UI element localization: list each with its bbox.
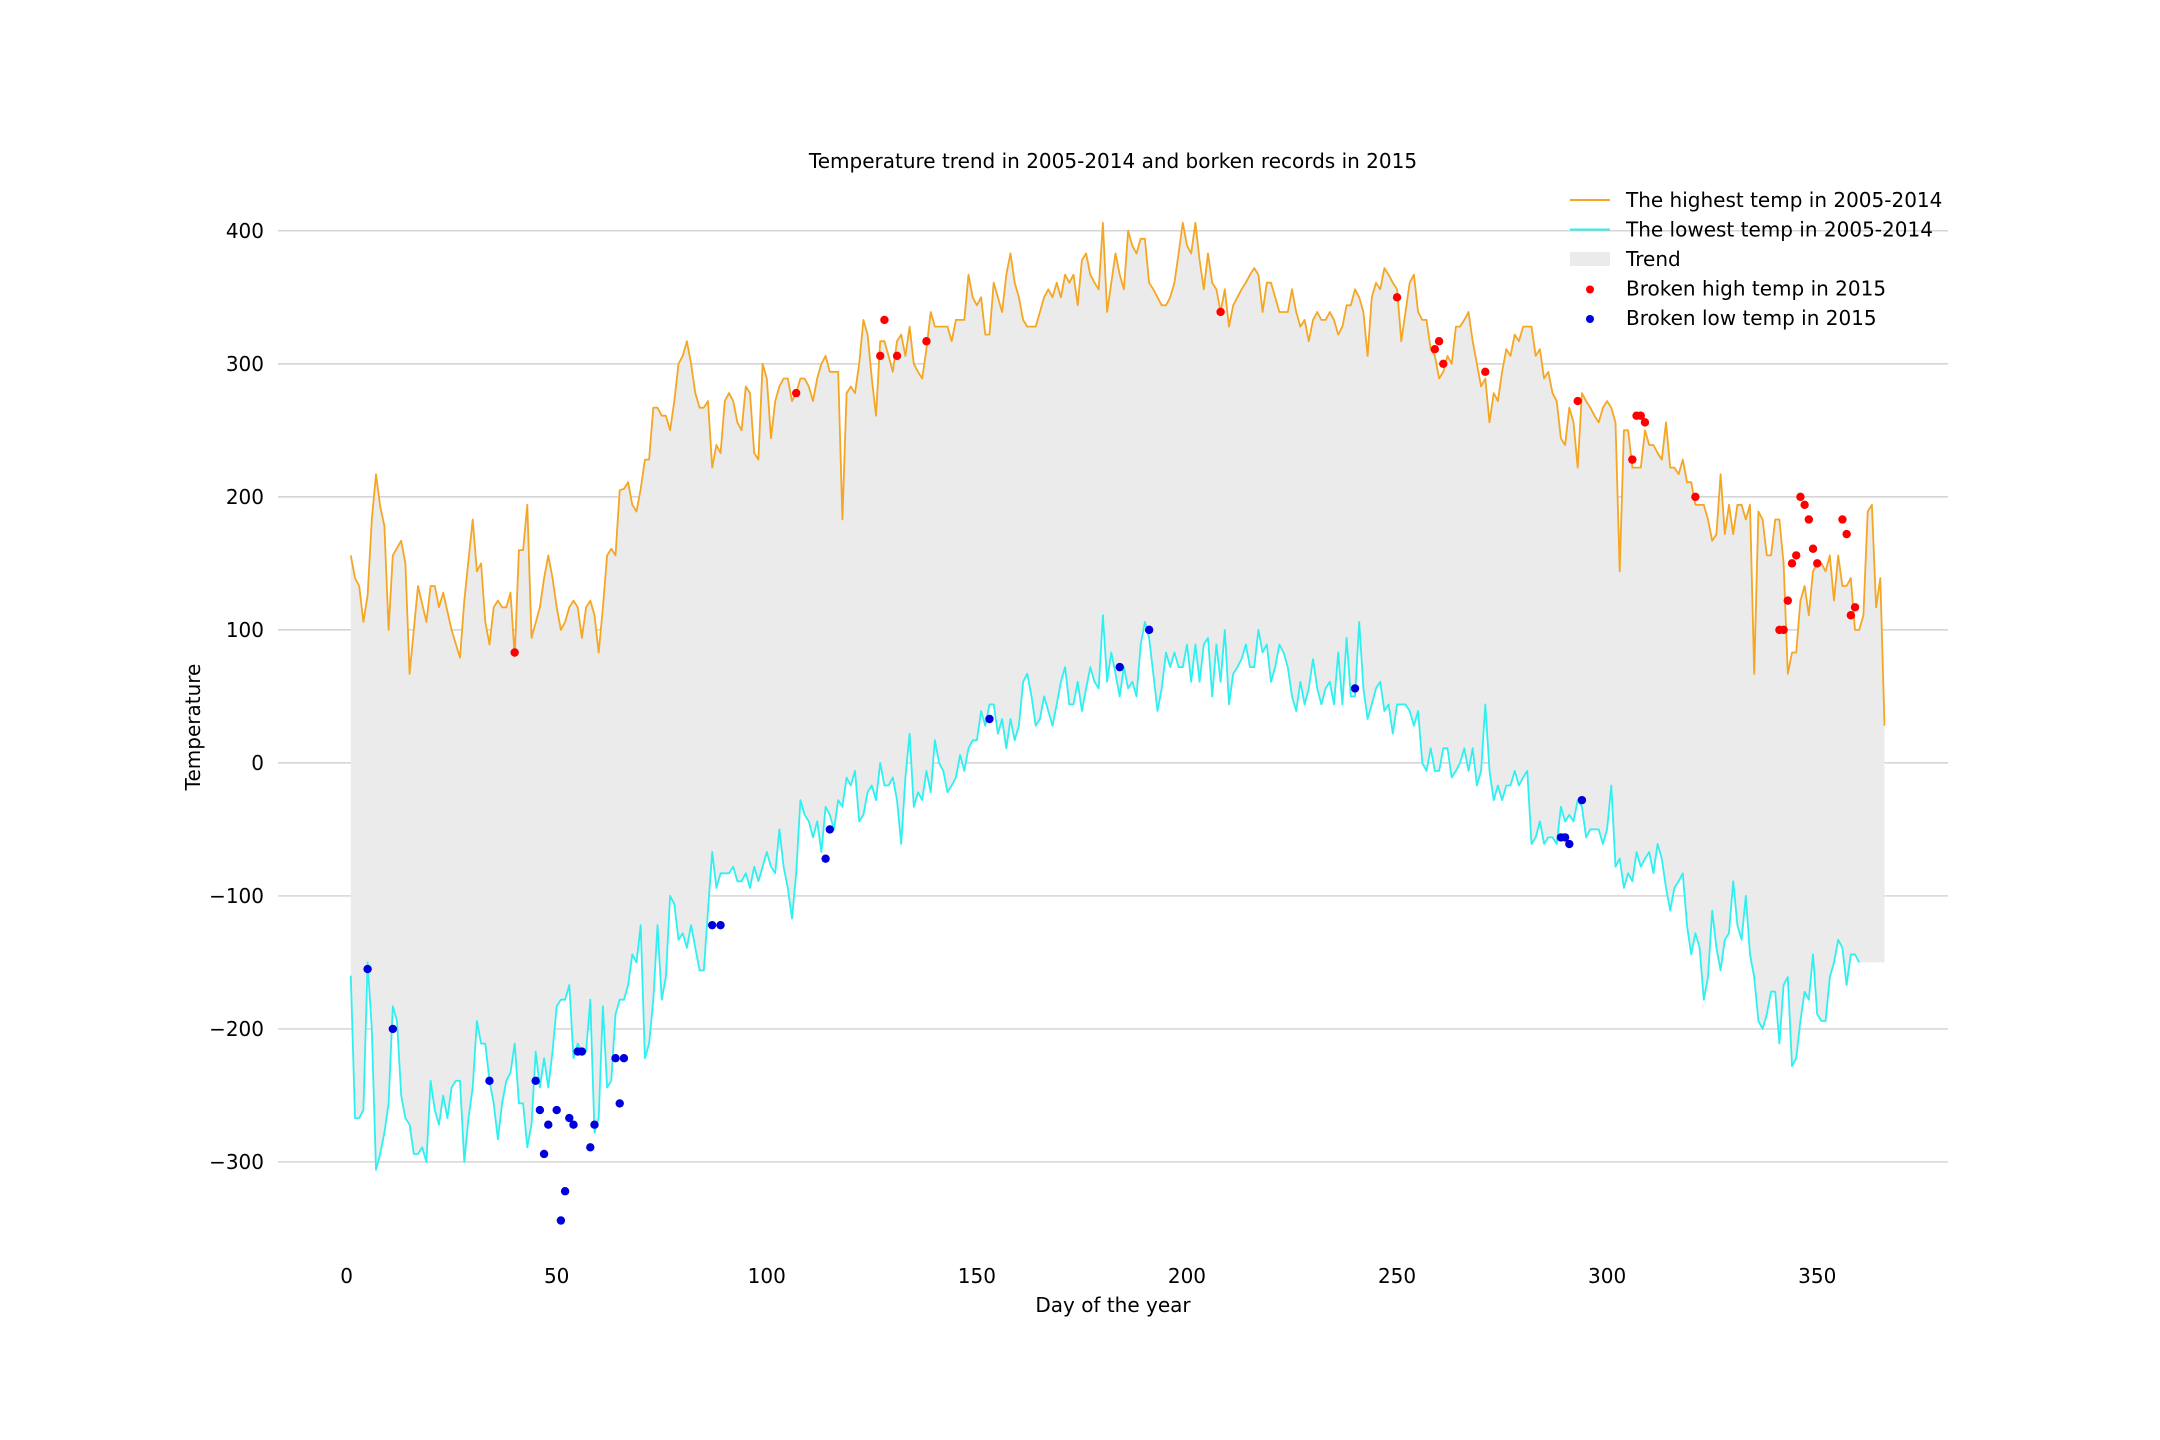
legend-dot-swatch: [1586, 315, 1594, 323]
broken-low-point: [388, 1024, 398, 1034]
broken-low-point: [611, 1054, 620, 1063]
broken-low-point: [1560, 833, 1570, 842]
broken-low-point: [707, 920, 717, 930]
broken-high-point: [1804, 515, 1814, 524]
broken-high-point: [1800, 500, 1809, 510]
broken-high-point: [1842, 529, 1851, 539]
y-tick-label: 0: [251, 751, 264, 775]
broken-high-point: [1434, 337, 1444, 346]
broken-record-dots: [363, 293, 1860, 1225]
broken-high-point: [892, 351, 902, 361]
broken-low-point: [544, 1120, 553, 1129]
trend-area: [350, 222, 1885, 1170]
broken-high-point: [1392, 293, 1402, 302]
broken-low-point: [560, 1187, 570, 1196]
broken-low-point: [556, 1216, 566, 1225]
broken-low-point: [1565, 839, 1574, 849]
broken-low-point: [716, 920, 725, 930]
y-tick-label: 200: [226, 485, 264, 509]
broken-low-point: [569, 1120, 578, 1129]
legend: The highest temp in 2005-2014 The lowest …: [1570, 188, 1942, 330]
y-tick-label: 400: [226, 219, 264, 243]
broken-low-point: [825, 825, 835, 834]
broken-low-point: [485, 1076, 494, 1086]
broken-high-point: [922, 337, 931, 346]
trend-fill: [350, 222, 1885, 1170]
broken-low-point: [586, 1143, 595, 1152]
high-temp-line: [349, 221, 1886, 726]
broken-low-point: [821, 854, 830, 863]
x-tick-label: 150: [958, 1264, 996, 1288]
legend-label: The highest temp in 2005-2014: [1625, 188, 1942, 212]
legend-label: The lowest temp in 2005-2014: [1625, 218, 1933, 242]
broken-low-point: [531, 1076, 540, 1086]
x-axis-ticks: 0 50 100 150 200 250 300 350: [340, 1264, 1836, 1288]
broken-high-point: [1636, 411, 1645, 420]
y-tick-label: 300: [226, 352, 264, 376]
broken-high-point: [1216, 307, 1225, 317]
broken-high-point: [1787, 559, 1797, 568]
broken-low-point: [1577, 795, 1587, 805]
legend-label: Broken low temp in 2015: [1626, 306, 1877, 330]
y-axis-label: Temperature: [181, 664, 205, 792]
broken-high-point: [1430, 345, 1440, 354]
broken-high-point: [1691, 492, 1700, 502]
broken-high-point: [1573, 396, 1582, 406]
x-tick-label: 50: [544, 1264, 569, 1288]
broken-high-point: [1796, 492, 1805, 502]
broken-high-point: [1846, 611, 1856, 620]
x-tick-label: 200: [1168, 1264, 1206, 1288]
chart-title: Temperature trend in 2005-2014 and borke…: [808, 149, 1417, 173]
broken-high-point: [1792, 551, 1801, 560]
broken-low-point: [565, 1113, 574, 1123]
legend-label: Trend: [1625, 247, 1681, 271]
y-axis-ticks: 400 300 200 100 0 −100 −200 −300: [209, 219, 264, 1174]
broken-high-point: [1640, 418, 1650, 427]
broken-high-point: [1779, 625, 1788, 635]
broken-low-point: [985, 714, 994, 724]
series-lines: [349, 221, 1886, 1171]
broken-high-point: [880, 315, 889, 325]
broken-high-point: [1783, 596, 1793, 605]
legend-patch-swatch: [1570, 252, 1610, 266]
broken-high-point: [876, 351, 885, 361]
broken-low-point: [1115, 662, 1124, 672]
x-axis-label: Day of the year: [1035, 1293, 1191, 1317]
legend-dot-swatch: [1586, 285, 1594, 294]
broken-low-point: [363, 964, 372, 974]
broken-low-point: [615, 1099, 624, 1108]
broken-high-point: [1481, 367, 1490, 377]
y-tick-label: −300: [209, 1150, 264, 1174]
broken-low-point: [1350, 684, 1360, 693]
broken-low-point: [619, 1054, 629, 1063]
broken-low-point: [552, 1105, 561, 1115]
low-temp-line: [349, 614, 1860, 1171]
broken-high-point: [1813, 559, 1822, 568]
x-tick-label: 300: [1588, 1264, 1626, 1288]
broken-low-point: [590, 1120, 599, 1129]
broken-low-point: [535, 1105, 545, 1115]
x-tick-label: 0: [340, 1264, 353, 1288]
y-tick-label: 100: [226, 618, 264, 642]
broken-high-point: [1808, 544, 1818, 553]
broken-low-point: [577, 1047, 587, 1056]
broken-high-point: [791, 388, 801, 398]
y-tick-label: −100: [209, 884, 264, 908]
broken-high-point: [1628, 455, 1637, 464]
broken-high-point: [510, 648, 519, 657]
x-tick-label: 100: [748, 1264, 786, 1288]
broken-high-point: [1850, 603, 1860, 612]
x-tick-label: 250: [1378, 1264, 1416, 1288]
legend-label: Broken high temp in 2015: [1626, 277, 1886, 301]
broken-low-point: [539, 1149, 549, 1159]
broken-low-point: [1144, 625, 1154, 635]
x-tick-label: 350: [1798, 1264, 1836, 1288]
broken-high-point: [1838, 515, 1847, 524]
y-tick-label: −200: [209, 1017, 264, 1041]
broken-high-point: [1439, 359, 1448, 369]
